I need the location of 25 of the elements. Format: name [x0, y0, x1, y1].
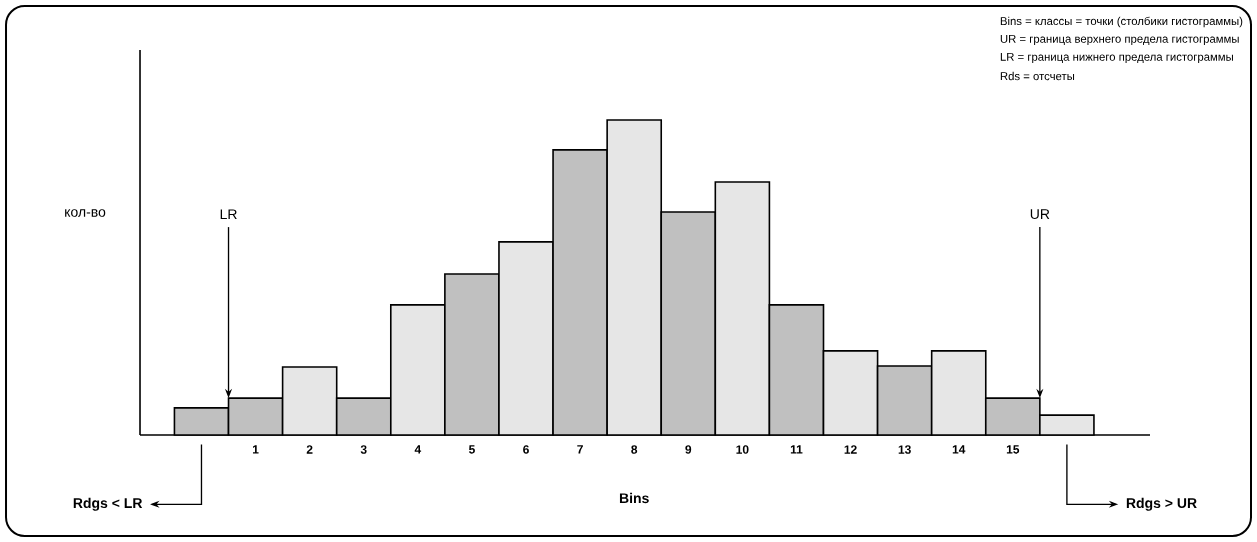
x-tick-label: 13 [898, 445, 911, 454]
x-tick-label: 6 [523, 445, 529, 454]
x-tick-label: 2 [306, 445, 313, 454]
x-tick-label: 1 [252, 445, 259, 454]
x-tick-label: 7 [577, 445, 583, 454]
x-tick-label: 8 [631, 445, 638, 454]
x-tick-label: 10 [736, 445, 749, 454]
text: UR = граница верхнего предела гистограммы [1000, 34, 1239, 46]
x-tick-label: 3 [360, 445, 367, 454]
x-tick-label: 15 [1006, 445, 1020, 454]
x-tick-label: 9 [685, 445, 692, 454]
text: Rdgs < LR [73, 497, 143, 511]
y-axis-title: кол-во [65, 209, 106, 217]
text: Rdgs > UR [1126, 497, 1197, 511]
x-tick-label: 14 [952, 445, 966, 454]
text: Rds = отсчеты [1000, 71, 1075, 81]
x-tick-label: 12 [844, 445, 857, 454]
text: Bins = классы = точки (столбики гистограммы) [1000, 16, 1243, 28]
x-axis-title: Bins [619, 492, 649, 504]
x-tick-label: 5 [468, 445, 475, 454]
annotation: LR [220, 209, 237, 220]
x-tick-label: 11 [790, 445, 803, 454]
x-tick-label: 4 [414, 445, 422, 454]
text: LR = граница нижнего предела гистограммы [1000, 52, 1233, 64]
annotation: UR [1030, 209, 1050, 220]
